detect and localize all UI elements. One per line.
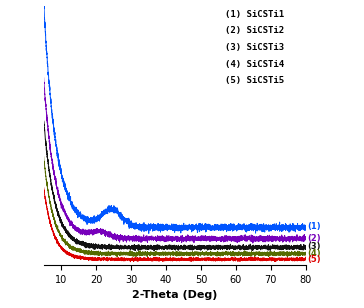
Text: (2): (2) bbox=[308, 234, 321, 243]
Text: (4) SiCSTi4: (4) SiCSTi4 bbox=[225, 60, 285, 69]
Text: (1): (1) bbox=[308, 222, 321, 231]
Text: (2) SiCSTi2: (2) SiCSTi2 bbox=[225, 26, 285, 35]
X-axis label: 2-Theta (Deg): 2-Theta (Deg) bbox=[132, 290, 217, 300]
Text: (5) SiCSTi5: (5) SiCSTi5 bbox=[225, 76, 285, 86]
Text: (1) SiCSTi1: (1) SiCSTi1 bbox=[225, 10, 285, 18]
Text: (3) SiCSTi3: (3) SiCSTi3 bbox=[225, 43, 285, 52]
Text: (3): (3) bbox=[308, 242, 321, 251]
Text: (5): (5) bbox=[308, 255, 321, 264]
Text: (4): (4) bbox=[308, 249, 321, 258]
